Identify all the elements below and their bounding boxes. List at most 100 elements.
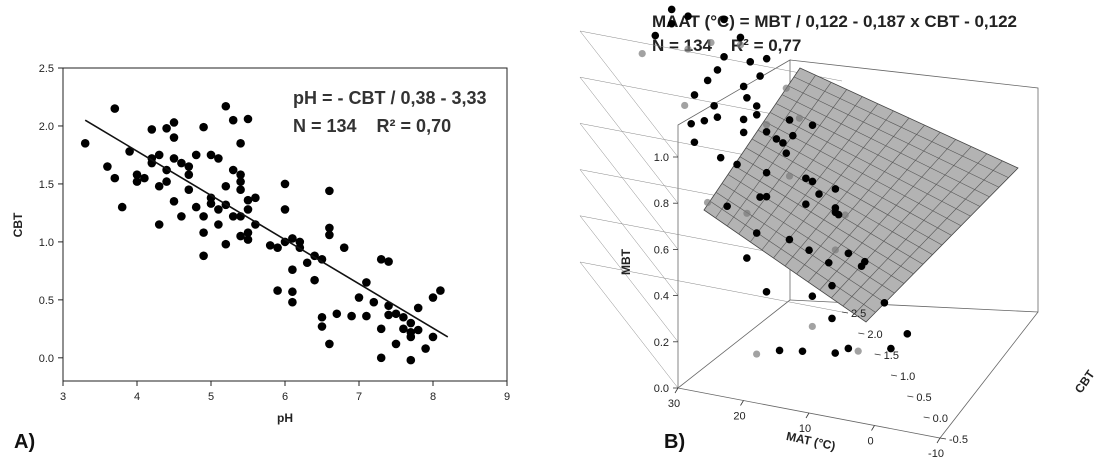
panel-a-data-point: [214, 154, 223, 163]
panel-b-data-point: [815, 190, 823, 198]
panel-b-data-point: [834, 210, 843, 219]
panel-b-z-axis-label: MBT: [619, 248, 633, 275]
panel-b-data-point: [785, 172, 794, 180]
panel-a-data-point: [199, 251, 208, 261]
panel-a-data-point: [191, 202, 201, 212]
panel-b-y-tick-mark: [874, 353, 881, 356]
panel-a-data-point: [191, 150, 201, 160]
panel-a-y-ticks: 0.0 0.5 1.0 1.5 2.0 2.5: [39, 63, 63, 365]
panel-b-z-tick-label: 1.0: [654, 152, 669, 164]
panel-a-data-point: [310, 275, 319, 285]
panel-a-data-point: [243, 235, 253, 244]
panel-a-data-point: [362, 278, 371, 287]
panel-b-mesh-line: [831, 146, 972, 299]
panel-a-data-point: [154, 181, 164, 191]
panel-b-data-point: [762, 121, 771, 129]
panel-a-data-point: [228, 165, 238, 175]
panel-b-x-tick-mark: [740, 400, 744, 406]
panel-b-data-point: [720, 53, 728, 61]
panel-a-y-tick-label: 2.0: [39, 121, 54, 133]
panel-b-data-point: [752, 102, 761, 110]
panel-b-data-point: [844, 344, 853, 353]
panel-b-gridline: [579, 215, 843, 342]
panel-b-data-point: [713, 113, 722, 121]
panel-b-y-tick-label: 1.0: [900, 371, 915, 383]
panel-b-equation: MAAT (°C) = MBT / 0,122 - 0,187 x CBT - …: [652, 12, 1017, 31]
panel-b-data-point: [762, 168, 771, 177]
panel-b-y-axis-label: CBT: [1072, 367, 1098, 396]
panel-b-y-tick-mark: [923, 416, 930, 419]
panel-b-data-point: [690, 138, 699, 147]
panel-b-y-tick-mark: [939, 437, 947, 440]
panel-a-data-point: [288, 287, 297, 297]
panel-b-data-point: [753, 350, 761, 358]
panel-a-data-point: [199, 212, 208, 221]
panel-b-regression-plane: [703, 67, 1019, 323]
panel-a-data-point: [125, 147, 134, 156]
panel-a-scatter-chart: 3 4 5 6 7 8 9 0.0 0.5 1.0 1.5 2.0 2.5 pH = - CBT / …: [11, 63, 510, 453]
panel-a-data-point: [399, 312, 408, 322]
panel-b-gridline: [579, 261, 843, 389]
panel-b-mesh-line: [784, 117, 910, 267]
panel-b-data-point: [733, 160, 741, 169]
panel-b-data-point: [808, 121, 817, 129]
panel-b-data-point: [808, 292, 817, 301]
panel-b-z-tick-label: 0.0: [654, 383, 669, 395]
panel-a-data-point: [169, 118, 179, 127]
panel-a-data-point: [236, 185, 245, 195]
panel-b-x-tick-label: 0: [867, 436, 873, 448]
panel-a-data-point: [206, 199, 216, 208]
panel-b-data-point: [739, 115, 748, 124]
panel-a-data-point: [428, 332, 438, 342]
panel-b-data-point: [762, 128, 771, 136]
panel-b-y-tick-label: 2.0: [867, 329, 882, 341]
panel-a-data-point: [288, 265, 297, 275]
panel-b-data-point: [743, 94, 751, 102]
panel-a-data-point: [384, 310, 393, 320]
panel-b-data-point: [703, 198, 712, 207]
panel-b-mesh-line: [726, 82, 832, 227]
panel-b-plane-mesh: [709, 74, 1009, 315]
panel-a-data-point: [110, 173, 120, 183]
panel-a-points: [80, 101, 445, 365]
panel-a-x-tick-label: 5: [208, 391, 214, 403]
panel-a-data-point: [243, 205, 253, 214]
panel-b-z-tick-label: 0.6: [654, 244, 669, 256]
panel-b-data-point: [772, 135, 781, 143]
panel-b-data-point: [713, 66, 722, 74]
panel-a-data-point: [302, 258, 312, 268]
panel-a-x-ticks: 3 4 5 6 7 8 9: [60, 381, 510, 403]
panel-b-data-point: [785, 235, 794, 244]
panel-a-data-point: [273, 243, 282, 252]
panel-b-data-point: [710, 102, 718, 110]
panel-a-data-point: [391, 309, 401, 319]
panel-a-data-point: [236, 231, 245, 241]
panel-b-data-point: [756, 193, 764, 201]
panel-b-y-tick-label: -0.5: [949, 434, 968, 446]
panel-b-data-point: [779, 139, 787, 147]
panel-b-data-point: [739, 128, 748, 137]
panel-a-x-tick-label: 7: [356, 391, 362, 403]
panel-a-x-tick-label: 8: [430, 391, 436, 403]
panel-a-data-point: [154, 220, 164, 229]
panel-a-data-point: [162, 123, 171, 133]
panel-a-data-point: [214, 220, 223, 229]
panel-a-y-tick-label: 0.0: [39, 353, 54, 365]
panel-b-data-point: [723, 202, 731, 211]
panel-b-mesh-line: [738, 89, 847, 235]
panel-a-data-point: [339, 243, 349, 252]
panel-a-data-point: [399, 324, 408, 334]
panel-b-data-point: [716, 153, 725, 162]
panel-b-3d-scatter-chart: MAAT (°C) = MBT / 0,122 - 0,187 x CBT - …: [579, 5, 1098, 460]
panel-b-data-point: [762, 192, 771, 201]
panel-a-data-point: [184, 185, 194, 195]
panel-b-data-point: [762, 54, 771, 63]
panel-a-x-tick-label: 3: [60, 391, 66, 403]
panel-a-data-point: [177, 212, 186, 221]
panel-a-data-point: [154, 150, 164, 160]
panel-b-data-point: [739, 82, 748, 91]
panel-b-data-point: [681, 101, 689, 110]
panel-b-data-point: [824, 258, 833, 267]
panel-b-data-point: [805, 246, 813, 254]
panel-b-y-tick-mark: [907, 395, 914, 398]
